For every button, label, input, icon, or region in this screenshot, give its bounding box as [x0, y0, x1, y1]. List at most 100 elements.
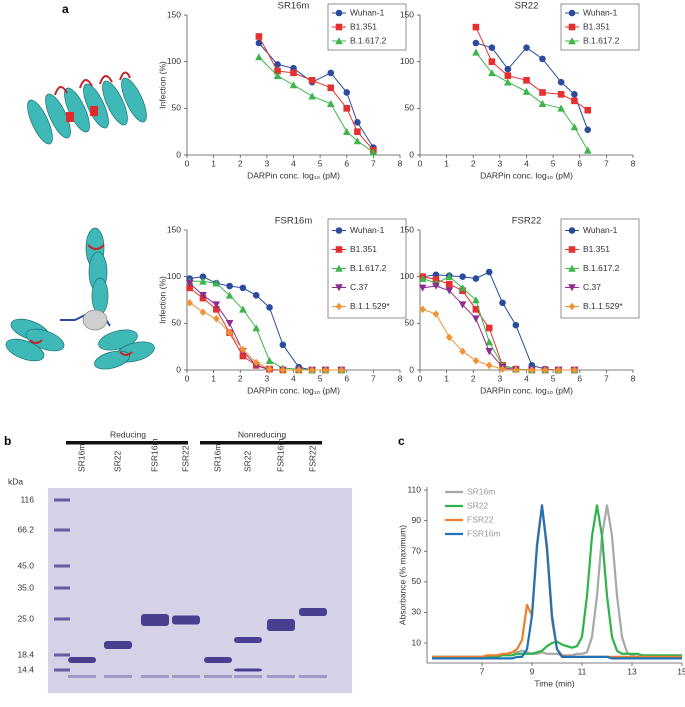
- gel-band: [234, 637, 262, 643]
- marker: [212, 279, 221, 287]
- marker: [252, 324, 261, 332]
- marker: [512, 366, 520, 374]
- x-tick-label: 5: [318, 373, 323, 383]
- marker: [568, 9, 576, 17]
- y-tick-label: 100: [400, 56, 414, 66]
- marker: [432, 282, 440, 290]
- marker: [488, 69, 496, 77]
- marker: [568, 23, 576, 31]
- marker: [342, 127, 351, 135]
- gel-band: [234, 668, 262, 672]
- marker: [226, 282, 233, 290]
- marker: [279, 341, 287, 349]
- legend-label: B1.351: [583, 244, 610, 254]
- gel-band: [141, 614, 169, 626]
- marker: [584, 106, 592, 114]
- y-tick-label: 50: [172, 103, 182, 113]
- marker: [335, 37, 343, 45]
- x-axis-label: DARPin conc. log₁₀ (pM): [480, 170, 573, 180]
- y-tick-label: 150: [167, 9, 181, 19]
- kda-label: 18.4: [17, 649, 34, 659]
- marker: [335, 302, 343, 311]
- series-line: [475, 51, 589, 151]
- y-tick-label: 150: [400, 224, 414, 234]
- marker: [327, 84, 335, 92]
- x-tick-label: 8: [398, 373, 403, 383]
- marker: [485, 348, 494, 356]
- gel-band: [204, 657, 232, 663]
- marker: [523, 44, 530, 51]
- x-tick-label: 1: [211, 373, 216, 383]
- marker: [557, 104, 565, 112]
- marker: [458, 301, 467, 309]
- x-tick-label: 15: [677, 666, 685, 676]
- gel-faint: [172, 675, 200, 678]
- lane-label: FSR16m: [149, 438, 159, 472]
- x-tick-label: 2: [471, 158, 476, 168]
- kda-label: 14.4: [17, 664, 34, 674]
- legend-label: SR22: [467, 500, 489, 510]
- y-tick-label: 50: [405, 318, 415, 328]
- marker: [255, 53, 263, 61]
- marker: [212, 301, 221, 309]
- gel-faint: [68, 675, 96, 678]
- gel-group: Reducing: [110, 429, 146, 439]
- marker: [472, 275, 480, 282]
- x-tick-label: 3: [498, 373, 503, 383]
- marker: [354, 119, 361, 126]
- x-tick-label: 8: [631, 158, 636, 168]
- marker: [326, 99, 335, 107]
- marker: [557, 78, 565, 86]
- y-tick-label: 100: [167, 56, 181, 66]
- marker: [186, 299, 193, 307]
- x-tick-label: 2: [471, 373, 476, 383]
- marker: [485, 361, 493, 370]
- group-bar: [66, 441, 188, 445]
- legend-label: Wuhan-1: [350, 7, 385, 17]
- gel-band: [104, 641, 132, 649]
- y-axis-label: Absorbance (% maximum): [397, 525, 407, 625]
- marker: [199, 308, 207, 316]
- marker: [541, 366, 549, 374]
- marker: [335, 246, 343, 253]
- x-axis-label: Time (min): [534, 678, 574, 688]
- y-tick-label: 110: [407, 484, 421, 494]
- kda-label: 116: [20, 494, 34, 504]
- legend-label: B1.351: [583, 21, 610, 31]
- x-tick-label: 9: [530, 666, 535, 676]
- kda-label: 66.2: [17, 524, 34, 534]
- legend-label: B.1.617.2: [583, 263, 620, 273]
- x-tick-label: 8: [631, 373, 636, 383]
- marker: [568, 37, 576, 45]
- marker: [225, 291, 234, 299]
- chart-title: FSR22: [512, 216, 542, 227]
- marker: [369, 148, 378, 156]
- marker: [335, 23, 343, 31]
- marker: [538, 99, 547, 107]
- marker: [274, 61, 281, 68]
- x-tick-label: 3: [498, 158, 503, 168]
- marker: [322, 366, 329, 374]
- x-axis-label: DARPin conc. log₁₀ (pM): [247, 170, 340, 180]
- marker: [199, 273, 207, 280]
- marker: [225, 320, 234, 328]
- y-tick-label: 30: [412, 607, 422, 617]
- lane-label: SR16m: [76, 444, 86, 472]
- kda-label: 45.0: [17, 560, 34, 570]
- gel-group: Nonreducing: [238, 429, 286, 439]
- marker: [343, 105, 351, 112]
- structure-sr16m: [27, 71, 147, 145]
- gel-faint: [104, 675, 132, 678]
- marker: [199, 292, 207, 300]
- marker: [308, 77, 316, 84]
- marker: [472, 48, 480, 56]
- legend-label: Wuhan-1: [350, 225, 385, 235]
- marker: [472, 306, 480, 313]
- x-tick-label: 5: [318, 158, 323, 168]
- marker: [571, 366, 578, 374]
- x-tick-label: 6: [577, 158, 582, 168]
- ladder-band: [54, 668, 70, 672]
- legend-box: [327, 218, 407, 319]
- marker: [185, 279, 194, 287]
- marker: [528, 366, 536, 374]
